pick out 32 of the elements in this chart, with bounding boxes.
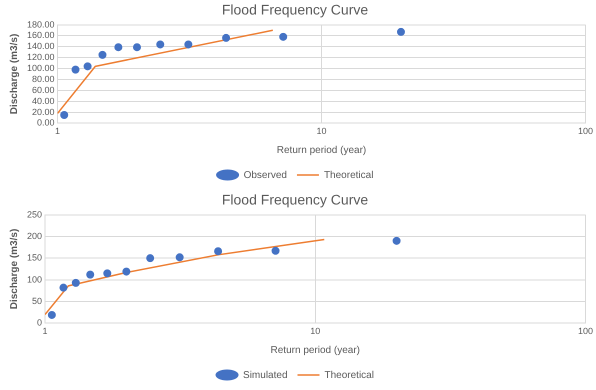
chart-title: Flood Frequency Curve bbox=[222, 191, 368, 208]
y-tick-label: 250 bbox=[26, 209, 42, 220]
legend-label: Simulated bbox=[243, 370, 288, 381]
legend-label: Observed bbox=[244, 170, 287, 181]
y-tick-label: 40.00 bbox=[32, 96, 55, 106]
legend-label: Theoretical bbox=[324, 370, 374, 381]
y-tick-label: 160.00 bbox=[26, 30, 55, 40]
y-tick-label: 50 bbox=[32, 296, 42, 306]
chart-title: Flood Frequency Curve bbox=[222, 1, 368, 18]
y-tick-label: 80.00 bbox=[32, 74, 55, 84]
y-tick-label: 200 bbox=[26, 230, 42, 241]
x-tick-label: 1 bbox=[42, 326, 48, 336]
legend-label: Theoretical bbox=[324, 170, 374, 181]
x-tick-label: 10 bbox=[316, 126, 327, 136]
y-tick-label: 60.00 bbox=[32, 84, 55, 95]
x-tick-label: 100 bbox=[578, 326, 594, 336]
x-axis-title: Return period (year) bbox=[276, 144, 366, 156]
y-tick-label: 180.00 bbox=[26, 19, 55, 30]
y-axis-title: Discharge (m3/s) bbox=[8, 228, 20, 310]
x-tick-label: 1 bbox=[55, 126, 60, 136]
x-tick-label: 100 bbox=[578, 126, 594, 136]
x-tick-label: 10 bbox=[310, 326, 320, 336]
y-tick-label: 0 bbox=[37, 318, 42, 328]
y-tick-label: 0.00 bbox=[36, 118, 55, 128]
y-tick-label: 100.00 bbox=[26, 63, 55, 74]
y-axis-title: Discharge (m3/s) bbox=[8, 34, 20, 114]
y-tick-label: 150 bbox=[26, 252, 42, 263]
y-tick-label: 140.00 bbox=[26, 41, 55, 52]
y-tick-label: 120.00 bbox=[26, 52, 55, 62]
y-tick-label: 100 bbox=[26, 274, 42, 284]
x-axis-title: Return period (year) bbox=[270, 344, 360, 356]
y-tick-label: 20.00 bbox=[32, 106, 55, 117]
